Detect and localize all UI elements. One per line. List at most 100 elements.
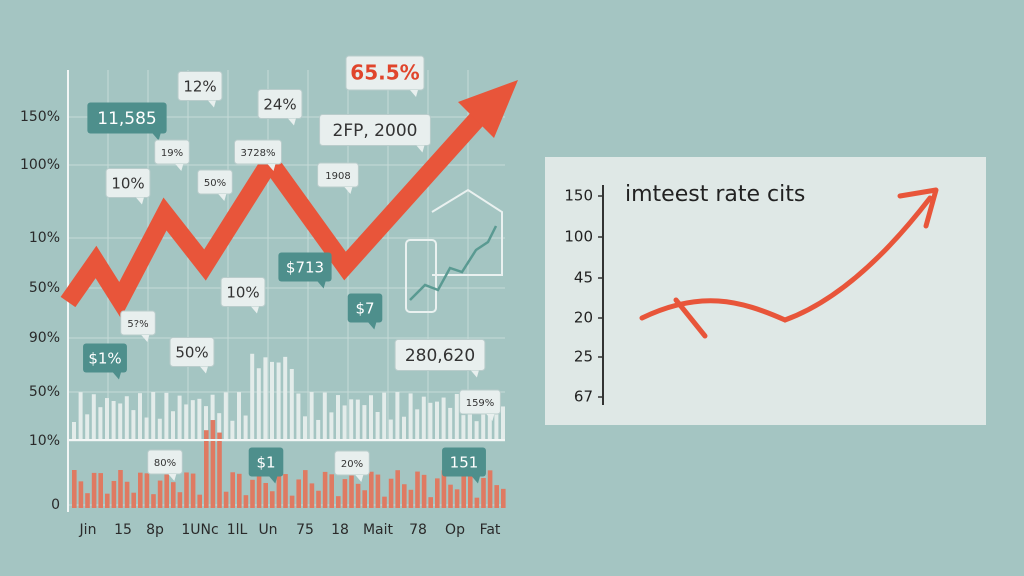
light-bar [415, 409, 420, 440]
light-bar [164, 392, 169, 440]
callout-box [154, 139, 190, 165]
red-bar [369, 471, 374, 508]
callout-text: 65.5% [350, 61, 419, 85]
callout-text: 24% [263, 96, 296, 114]
y-label: 150 [564, 187, 593, 205]
red-bar [435, 478, 440, 508]
x-label: Jin [79, 522, 97, 538]
y-label: 0 [51, 497, 60, 513]
y-label: 50% [29, 280, 60, 296]
left-labels: 150% 100% 10% 50% 90% 50% 10% 0 Jin 15 8p 1UNc 1lL Un… [20, 109, 501, 538]
x-label: 78 [409, 522, 427, 538]
callout-box [257, 89, 303, 119]
red-bar [91, 472, 97, 508]
callout-tail [218, 194, 227, 201]
light-bar [454, 393, 459, 440]
red-bar [408, 489, 414, 508]
right-labels: 150 100 45 20 25 67 [564, 187, 603, 406]
light-bar [494, 394, 499, 440]
light-bar [362, 405, 367, 440]
red-bar [336, 496, 341, 508]
x-label: Un [258, 522, 277, 538]
light-bar [303, 416, 307, 440]
callout-tail [199, 366, 208, 374]
light-bar [243, 415, 248, 440]
y-label: 10% [29, 230, 60, 246]
red-bar [468, 475, 473, 508]
light-bar [355, 399, 360, 440]
callout-box [442, 447, 486, 477]
red-bar [329, 474, 334, 508]
x-label: 15 [114, 522, 132, 538]
red-bar [270, 491, 275, 508]
y-label: 45 [574, 269, 593, 287]
callout-text: $1% [88, 350, 121, 368]
arrow-line [60, 111, 485, 319]
red-bar [157, 480, 163, 508]
red-bar [177, 492, 183, 508]
callout-box [278, 252, 332, 282]
red-bar [78, 481, 84, 508]
red-bar [85, 493, 90, 508]
callout-box [347, 293, 383, 323]
callout-tail [416, 145, 425, 153]
red-bar [481, 478, 486, 508]
light-bar [369, 395, 373, 440]
light-bar [157, 418, 162, 440]
red-bar [263, 482, 268, 508]
red-bar [124, 481, 130, 508]
callout-box [334, 450, 370, 476]
light-bar [428, 402, 433, 440]
light-bar [98, 407, 103, 440]
red-bar [131, 492, 136, 508]
callout-tail [470, 370, 479, 378]
callout-tail [141, 335, 150, 342]
light-bar [138, 393, 142, 440]
light-bar [474, 421, 479, 440]
red-bar [382, 496, 387, 508]
light-bar [151, 392, 156, 440]
callout-text: 10% [111, 175, 144, 193]
callout-box [87, 102, 167, 134]
light-bar [309, 392, 314, 440]
red-bar [342, 479, 348, 508]
light-bar [408, 393, 413, 440]
red-bar [454, 489, 460, 508]
red-bar [303, 470, 308, 508]
callout-text: 5?% [127, 319, 148, 330]
callout-text: 50% [175, 344, 208, 362]
sparkline [409, 225, 498, 301]
red-bar [474, 497, 480, 508]
red-bar [289, 495, 295, 508]
callout-text: 3728% [241, 148, 276, 159]
callout-box [459, 389, 501, 415]
callout-text: 2FP, 2000 [333, 121, 418, 141]
light-bar [91, 394, 96, 440]
x-label: 1lL [227, 522, 248, 538]
light-bar [184, 404, 189, 440]
red-bar [448, 484, 453, 508]
red-bar [375, 474, 381, 508]
red-bar [441, 470, 447, 508]
callout-tail [168, 474, 177, 481]
light-bar [276, 362, 281, 440]
red-bar [494, 485, 499, 508]
light-bar [210, 394, 215, 440]
y-label: 50% [29, 384, 60, 400]
red-bar [111, 480, 117, 508]
callout-tail [207, 100, 216, 108]
red-bar [190, 473, 196, 508]
callout-tail [355, 475, 364, 482]
x-label: 8p [146, 522, 164, 538]
red-bar [204, 430, 209, 508]
light-bar [448, 407, 453, 440]
light-bar [316, 419, 321, 440]
callout-text: 10% [226, 284, 259, 302]
bar-decoration [72, 353, 506, 508]
curve-tail [673, 297, 708, 339]
light-bar [72, 422, 76, 440]
light-bar [256, 368, 261, 440]
callout-tail [471, 476, 480, 484]
light-bar [421, 396, 426, 440]
light-bar [322, 392, 327, 440]
